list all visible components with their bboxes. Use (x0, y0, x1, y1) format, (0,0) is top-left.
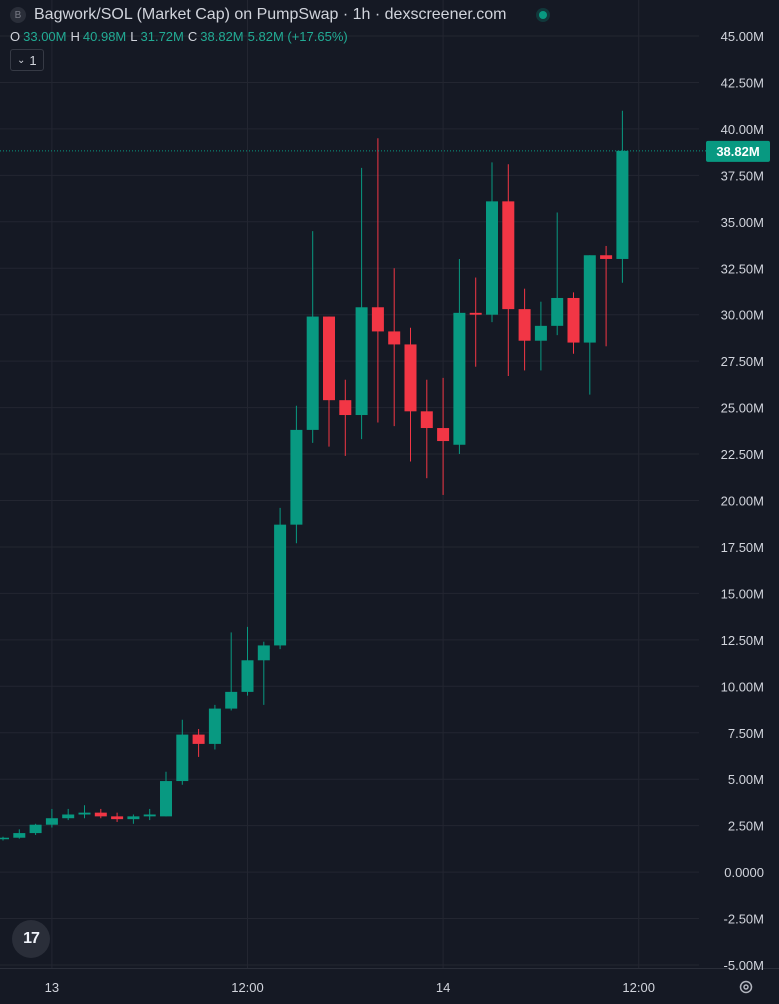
candle-body (257, 645, 270, 661)
candle-body (486, 201, 498, 315)
y-tick-label: 32.50M (721, 261, 764, 276)
candle-body (453, 312, 466, 445)
ohlc-legend: O 33.00M H 40.98M L 31.72M C 38.82M 5.82M (+17.6… (10, 29, 349, 44)
candle-body (78, 812, 91, 815)
candle-body (160, 781, 172, 817)
ohlc-key: C (187, 29, 198, 44)
y-tick-label: 22.50M (721, 447, 764, 462)
gear-icon[interactable] (736, 977, 756, 997)
title-row: B Bagwork/SOL (Market Cap) on PumpSwap ·… (10, 5, 547, 25)
y-tick-label: 12.50M (721, 633, 764, 648)
candle-body (371, 307, 384, 332)
ohlc-value: 40.98M (82, 29, 127, 44)
interval-toggle-button[interactable]: ⌄ 1 (10, 49, 44, 71)
token-logo-icon: B (10, 7, 26, 23)
candle-body (29, 824, 42, 834)
y-tick-label: 2.50M (728, 819, 764, 834)
candle-body (143, 814, 156, 817)
ohlc-key: H (70, 29, 80, 44)
y-tick-label: 0.0000 (724, 865, 764, 880)
candle-body (518, 309, 531, 341)
y-tick-label: 40.00M (721, 122, 764, 137)
y-tick-label: 15.00M (721, 586, 764, 601)
candle-body (388, 331, 401, 345)
ohlc-value: 5.82M (+17.65%) (247, 29, 348, 44)
last-price-badge (706, 140, 770, 162)
live-status-icon (538, 11, 547, 19)
candle-body (583, 255, 596, 343)
tradingview-logo-icon[interactable]: 17 (12, 920, 50, 958)
candle-body (94, 812, 107, 817)
interval-label: 1 (29, 52, 37, 68)
candle-body (192, 734, 205, 744)
candle-body (355, 307, 368, 416)
y-tick-label: 7.50M (728, 726, 764, 741)
candle-body (616, 150, 629, 259)
candle-body (502, 201, 515, 310)
candle-body (208, 708, 221, 744)
candle-body (339, 400, 352, 416)
y-tick-label: -2.50M (724, 912, 764, 927)
candle-body (0, 837, 9, 840)
x-tick-label: 12:00 (231, 980, 264, 995)
y-tick-label: 20.00M (721, 494, 764, 509)
x-tick-label: 14 (436, 980, 450, 995)
candle-body (127, 816, 140, 820)
candle-body (111, 816, 124, 820)
y-tick-label: 35.00M (721, 215, 764, 230)
candle-body (404, 344, 417, 412)
candle-body (225, 691, 238, 709)
candle-body (600, 255, 613, 259)
x-tick-label: 13 (45, 980, 59, 995)
candle-body (534, 325, 547, 341)
candle-body (62, 814, 75, 819)
candle-body (241, 660, 254, 692)
ohlc-value: 33.00M (23, 29, 67, 44)
chart-header: B Bagwork/SOL (Market Cap) on PumpSwap ·… (0, 0, 700, 71)
y-tick-label: 37.50M (721, 168, 764, 183)
y-tick-label: -5.00M (724, 958, 764, 973)
y-tick-label: 5.00M (728, 772, 764, 787)
y-tick-label: 10.00M (721, 679, 764, 694)
ohlc-value: 31.72M (140, 29, 184, 44)
candle-body (567, 297, 580, 343)
candle-body (469, 312, 482, 315)
candle-body (13, 833, 26, 838)
y-tick-label: 30.00M (721, 308, 764, 323)
candle-body (45, 818, 58, 825)
y-tick-label: 42.50M (721, 75, 764, 90)
chart-title: Bagwork/SOL (Market Cap) on PumpSwap · 1… (34, 6, 507, 23)
candle-body (551, 297, 564, 326)
y-tick-label: 17.50M (721, 540, 764, 555)
chevron-down-icon: ⌄ (17, 54, 26, 66)
last-price-label: 38.82M (716, 144, 759, 159)
candle-body (323, 316, 335, 401)
candle-body (420, 411, 433, 429)
candle-body (274, 524, 287, 646)
y-tick-label: 45.00M (721, 29, 764, 44)
candle-body (437, 428, 450, 442)
candle-body (290, 429, 303, 525)
candle-body (306, 316, 319, 430)
y-tick-label: 25.00M (721, 401, 764, 416)
ohlc-value: 38.82M (200, 29, 244, 44)
y-tick-label: 27.50M (721, 354, 764, 369)
x-tick-label: 12:00 (622, 980, 655, 995)
ohlc-key: L (130, 29, 138, 44)
ohlc-key: O (10, 29, 21, 44)
candle-body (176, 734, 189, 782)
